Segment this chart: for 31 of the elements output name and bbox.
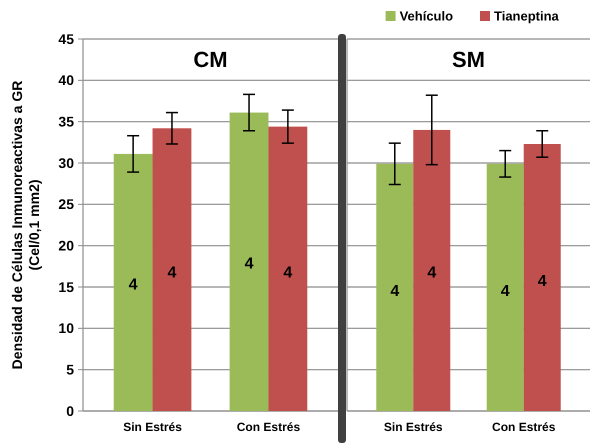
bar (152, 128, 192, 411)
x-tick-label: Sin Estrés (384, 420, 443, 434)
y-tick-label: 5 (66, 362, 74, 378)
legend-label: Tianeptina (494, 8, 560, 24)
y-tick-label: 25 (58, 196, 74, 212)
chart-title: CM (193, 47, 228, 72)
chart-title: SM (452, 47, 485, 72)
bar (230, 112, 268, 411)
y-tick-label: 40 (58, 72, 74, 88)
y-tick-label: 30 (58, 154, 74, 171)
y-tick-label: 0 (66, 402, 74, 419)
annotation: 4 (283, 264, 292, 282)
annotation: 4 (538, 272, 547, 290)
annotation: 4 (128, 276, 138, 294)
annotation: 4 (168, 264, 177, 282)
y-tick-label: 45 (58, 30, 74, 47)
bar (114, 154, 153, 411)
y-axis-title: Densidad de Células Inmunoreactivas a GR (Cel/0,1 mm2) (9, 80, 42, 370)
x-tick-label: Con Estrés (236, 420, 300, 434)
y-tick-label: 35 (58, 114, 74, 130)
annotation: 4 (500, 282, 510, 300)
y-tick-label: 15 (58, 278, 74, 295)
annotation: 4 (244, 256, 254, 273)
x-tick-label: Con Estrés (492, 420, 556, 434)
x-tick-label: Sin Estrés (123, 420, 182, 434)
annotation: 4 (427, 264, 436, 282)
y-tick-label: 10 (58, 320, 74, 336)
y-tick-label: 20 (58, 238, 74, 254)
annotation: 4 (390, 282, 400, 300)
bar (268, 126, 308, 411)
legend-label: Vehículo (400, 8, 454, 24)
